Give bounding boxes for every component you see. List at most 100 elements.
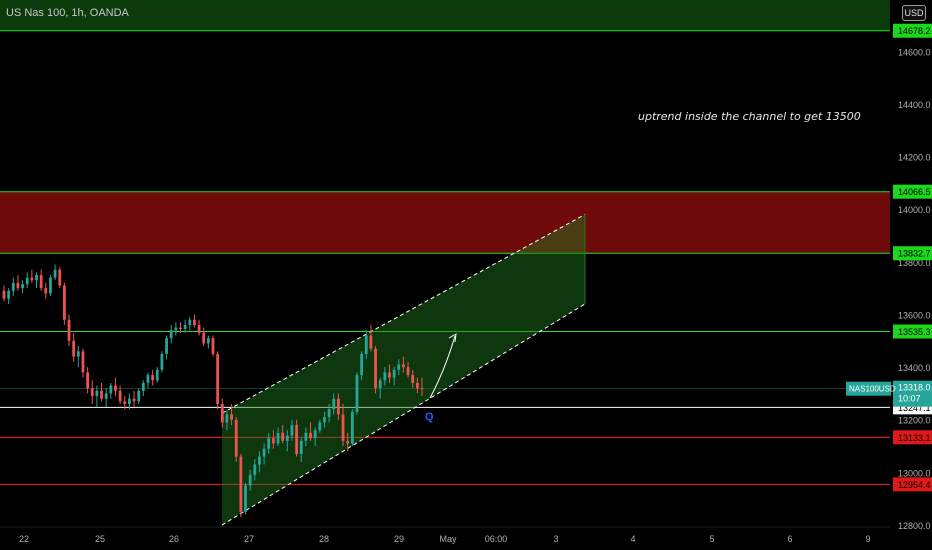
chart-annotation: uptrend inside the channel to get 13500 xyxy=(638,110,861,123)
candle-body xyxy=(290,425,294,436)
candle-body xyxy=(49,277,52,294)
candle-body xyxy=(202,332,206,344)
candle-body xyxy=(165,338,168,354)
candle-body xyxy=(392,369,396,378)
candle-body xyxy=(267,438,271,449)
candle-body xyxy=(35,275,38,281)
candle-body xyxy=(132,398,136,402)
candle-body xyxy=(193,319,196,325)
level-tag-label: 14678.2 xyxy=(898,26,931,36)
x-tick-label: 29 xyxy=(394,534,404,544)
y-tick-label: 13400.0 xyxy=(898,363,931,373)
candle-body xyxy=(327,409,331,418)
candle-body xyxy=(30,277,34,281)
candle-body xyxy=(155,369,159,381)
candle-body xyxy=(118,390,122,402)
x-tick-label: May xyxy=(439,534,457,544)
candle-body xyxy=(299,440,303,454)
y-tick-label: 13000.0 xyxy=(898,468,931,478)
x-tick-label: 25 xyxy=(95,534,105,544)
candle-body xyxy=(402,364,405,368)
candle-body xyxy=(188,319,192,325)
candle-body xyxy=(295,425,298,454)
candle-body xyxy=(151,375,155,381)
candle-body xyxy=(355,375,359,412)
candle-body xyxy=(350,411,354,444)
zone-0 xyxy=(0,0,890,31)
candle-body xyxy=(44,288,48,294)
candle-body xyxy=(230,414,233,420)
candle-body xyxy=(53,269,57,278)
level-tag-label: 12954.4 xyxy=(898,480,931,490)
candle-body xyxy=(11,282,15,291)
last-price-countdown: 10:07 xyxy=(898,394,921,404)
candle-body xyxy=(318,422,322,431)
candle-body xyxy=(248,475,252,486)
x-tick-label: 5 xyxy=(709,534,714,544)
level-tag xyxy=(893,23,932,38)
level-tag-label: 13133.1 xyxy=(898,433,931,443)
candle-body xyxy=(86,372,89,389)
x-tick-label: 26 xyxy=(169,534,179,544)
candle-body xyxy=(415,382,419,389)
candle-body xyxy=(304,432,308,441)
y-tick-label: 13200.0 xyxy=(898,416,931,426)
x-tick-label: 06:00 xyxy=(485,534,508,544)
candle-body xyxy=(67,319,71,341)
candle-body xyxy=(141,382,145,391)
level-tag-label: 13535.3 xyxy=(898,327,931,337)
candle-body xyxy=(206,338,210,344)
candle-body xyxy=(397,364,401,370)
candle-body xyxy=(281,432,285,441)
candle-body xyxy=(76,351,80,357)
x-tick-label: 28 xyxy=(319,534,329,544)
x-tick-label: 22 xyxy=(19,534,29,544)
level-tag xyxy=(893,324,932,339)
y-tick-label: 14600.0 xyxy=(898,47,931,57)
candle-body xyxy=(262,448,266,457)
y-tick-label: 14400.0 xyxy=(898,100,931,110)
candle-body xyxy=(374,348,377,389)
candle-body xyxy=(21,284,24,289)
candle-body xyxy=(220,403,224,423)
projection-arrow xyxy=(429,335,456,399)
candle-body xyxy=(146,375,150,383)
candle-body xyxy=(360,353,364,375)
candle-body xyxy=(369,335,373,349)
candle-body xyxy=(378,380,382,389)
candle-body xyxy=(332,398,336,410)
last-price-tag xyxy=(893,380,932,407)
level-lines xyxy=(0,30,890,485)
candle-body xyxy=(239,456,243,512)
candle-body xyxy=(2,290,6,299)
candle-body xyxy=(406,367,410,375)
x-tick-label: 27 xyxy=(244,534,254,544)
candle-body xyxy=(39,275,43,289)
currency-button[interactable]: USD xyxy=(902,5,926,21)
candle-body xyxy=(258,456,261,465)
symbol-tag-label: NAS100USD xyxy=(849,385,896,394)
candle-body xyxy=(388,372,391,378)
projection-overlay: Q xyxy=(425,333,457,423)
y-tick-label: 13800.0 xyxy=(898,258,931,268)
candle-body xyxy=(81,351,85,373)
channel-top-line xyxy=(221,214,586,414)
marker-label: Q xyxy=(425,411,434,423)
channel-bottom-line xyxy=(221,303,586,526)
x-tick-label: 3 xyxy=(553,534,558,544)
candle-body xyxy=(179,327,182,329)
candle-body xyxy=(72,340,76,357)
symbol-title: US Nas 100, 1h, OANDA xyxy=(6,7,129,19)
candle-body xyxy=(169,330,173,339)
level-tag xyxy=(893,477,932,492)
candle-body xyxy=(16,282,20,289)
candle-body xyxy=(216,353,220,404)
candle-body xyxy=(160,353,164,370)
candle-body xyxy=(174,327,178,331)
candle-body xyxy=(411,375,415,383)
candle-body xyxy=(323,417,326,423)
candle-body xyxy=(123,401,127,404)
candle-body xyxy=(253,464,257,475)
candle-body xyxy=(364,335,368,354)
